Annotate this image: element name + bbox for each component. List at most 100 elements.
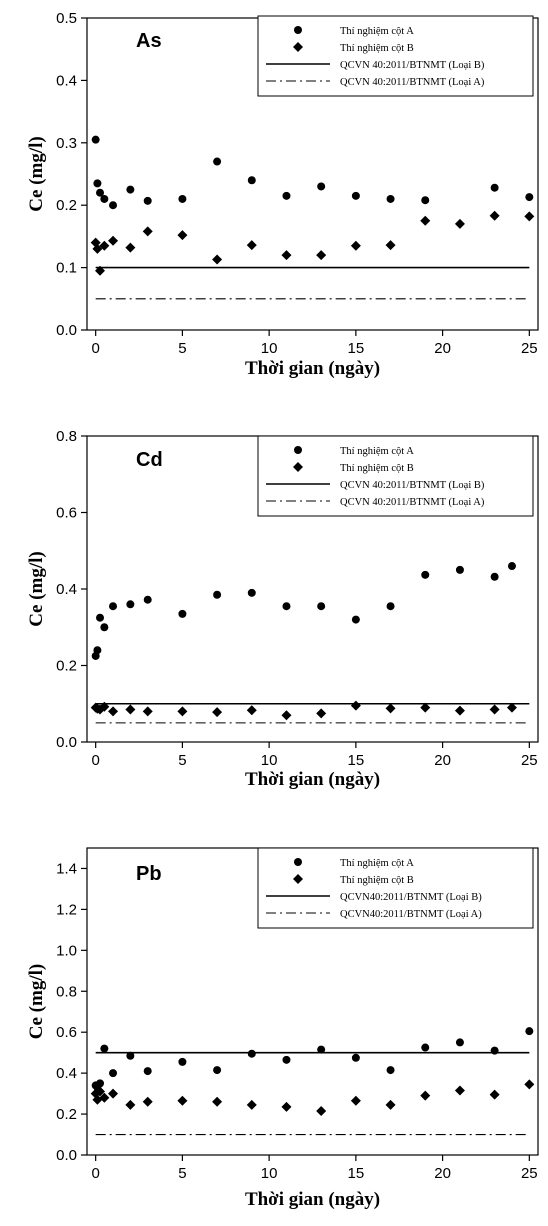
data-point-circle	[282, 1055, 291, 1064]
data-point-circle	[143, 595, 152, 604]
data-point-diamond	[316, 250, 327, 261]
legend: Thí nghiệm cột A Thí nghiệm cột B QCVN 40:…	[257, 15, 534, 97]
data-point-diamond	[454, 218, 465, 229]
x-tick-label: 0	[92, 752, 100, 769]
y-tick-label: 0.2	[56, 1106, 77, 1123]
data-point-diamond	[524, 1079, 535, 1090]
series-cot-a	[91, 562, 516, 660]
data-point-diamond	[420, 702, 431, 713]
y-tick-label: 0.6	[56, 1024, 77, 1041]
legend-label: QCVN 40:2011/BTNMT (Loại B)	[340, 60, 485, 71]
data-point-diamond	[99, 701, 110, 712]
x-axis-label: Thời gian (ngày)	[245, 358, 380, 379]
data-point-diamond	[420, 215, 431, 226]
data-point-circle	[386, 602, 395, 611]
x-tick-label: 0	[92, 1165, 100, 1182]
data-point-diamond	[246, 240, 257, 251]
data-point-circle	[247, 588, 256, 597]
data-point-diamond	[212, 254, 223, 265]
series-cot-b	[90, 700, 517, 721]
x-axis-label: Thời gian (ngày)	[245, 769, 380, 790]
data-point-diamond	[125, 704, 136, 715]
y-tick-label: 0.4	[56, 1065, 77, 1082]
y-axis-label: Ce (mg/l)	[26, 136, 47, 211]
data-point-diamond	[246, 705, 257, 716]
legend-marker-diamond	[293, 42, 303, 52]
x-tick-label: 25	[521, 1165, 538, 1182]
data-point-circle	[282, 602, 291, 611]
x-tick-label: 25	[521, 340, 538, 357]
data-point-diamond	[281, 250, 292, 261]
data-point-circle	[93, 646, 102, 655]
legend-box	[257, 847, 534, 929]
y-tick-label: 0.3	[56, 135, 77, 152]
x-tick-label: 20	[434, 1165, 451, 1182]
y-tick-label: 0.8	[56, 983, 77, 1000]
data-point-circle	[507, 562, 516, 571]
x-tick-label: 5	[178, 1165, 186, 1182]
data-point-circle	[421, 196, 430, 205]
legend-label: Thí nghiệm cột A	[340, 26, 414, 37]
data-point-circle	[126, 185, 135, 194]
panel-pb: 0.0 0.2 0.4 0.6 0.8 1.0 1.2 1.4 0 5 10 15 20 25 Thời g…	[26, 847, 539, 1210]
data-point-circle	[178, 609, 187, 618]
data-point-diamond	[142, 1096, 153, 1107]
panel-label: As	[136, 30, 162, 52]
data-point-circle	[490, 1046, 499, 1055]
data-point-diamond	[524, 211, 535, 222]
data-point-diamond	[92, 243, 103, 254]
data-point-circle	[247, 176, 256, 185]
data-point-diamond	[385, 703, 396, 714]
legend-marker-diamond	[293, 462, 303, 472]
data-point-circle	[143, 1067, 152, 1076]
data-point-circle	[109, 201, 118, 210]
y-tick-label: 1.4	[56, 860, 77, 877]
data-point-diamond	[142, 226, 153, 237]
data-point-circle	[100, 194, 109, 203]
data-point-circle	[143, 196, 152, 205]
y-tick-label: 0.4	[56, 581, 77, 598]
data-point-circle	[93, 179, 102, 188]
data-point-circle	[351, 191, 360, 200]
x-tick-label: 10	[261, 1165, 278, 1182]
panel-label: Cd	[136, 449, 163, 471]
panel-label: Pb	[136, 863, 162, 885]
data-point-circle	[386, 1066, 395, 1075]
data-point-diamond	[108, 1088, 119, 1099]
x-tick-label: 20	[434, 752, 451, 769]
series-cot-a	[91, 1027, 534, 1092]
data-point-circle	[213, 1066, 222, 1075]
data-point-diamond	[489, 210, 500, 221]
data-point-circle	[421, 1043, 430, 1052]
legend-label: QCVN40:2011/BTNMT (Loại A)	[340, 909, 482, 920]
data-point-diamond	[142, 706, 153, 717]
x-tick-label: 25	[521, 752, 538, 769]
series-cot-b	[90, 1079, 535, 1116]
data-point-diamond	[350, 240, 361, 251]
data-point-circle	[213, 590, 222, 599]
legend-marker-circle	[294, 26, 302, 34]
data-point-diamond	[350, 700, 361, 711]
data-point-circle	[91, 135, 100, 144]
data-point-diamond	[454, 1085, 465, 1096]
data-point-diamond	[281, 1101, 292, 1112]
legend-label: QCVN 40:2011/BTNMT (Loại B)	[340, 480, 485, 491]
data-point-circle	[100, 623, 109, 632]
data-point-diamond	[506, 702, 517, 713]
legend-label: Thí nghiệm cột A	[340, 858, 414, 869]
data-point-diamond	[281, 710, 292, 721]
y-tick-label: 0.0	[56, 734, 77, 751]
x-tick-label: 15	[348, 340, 365, 357]
data-point-diamond	[454, 705, 465, 716]
x-tick-label: 5	[178, 752, 186, 769]
data-point-diamond	[350, 1095, 361, 1106]
series-cot-a	[91, 135, 534, 210]
y-tick-label: 0.0	[56, 322, 77, 339]
panel-cd: 0.0 0.2 0.4 0.6 0.8 0 5 10 15 20 25 Thời gian (ngày…	[26, 428, 539, 790]
data-point-diamond	[489, 704, 500, 715]
legend-label: QCVN 40:2011/BTNMT (Loại A)	[340, 77, 485, 88]
y-tick-label: 0.2	[56, 658, 77, 675]
x-tick-label: 10	[261, 340, 278, 357]
data-point-circle	[282, 191, 291, 200]
